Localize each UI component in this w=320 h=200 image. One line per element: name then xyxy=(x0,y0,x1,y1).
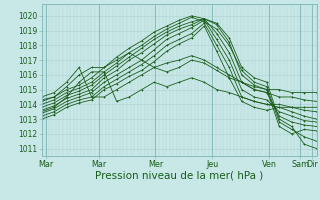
X-axis label: Pression niveau de la mer( hPa ): Pression niveau de la mer( hPa ) xyxy=(95,171,263,181)
